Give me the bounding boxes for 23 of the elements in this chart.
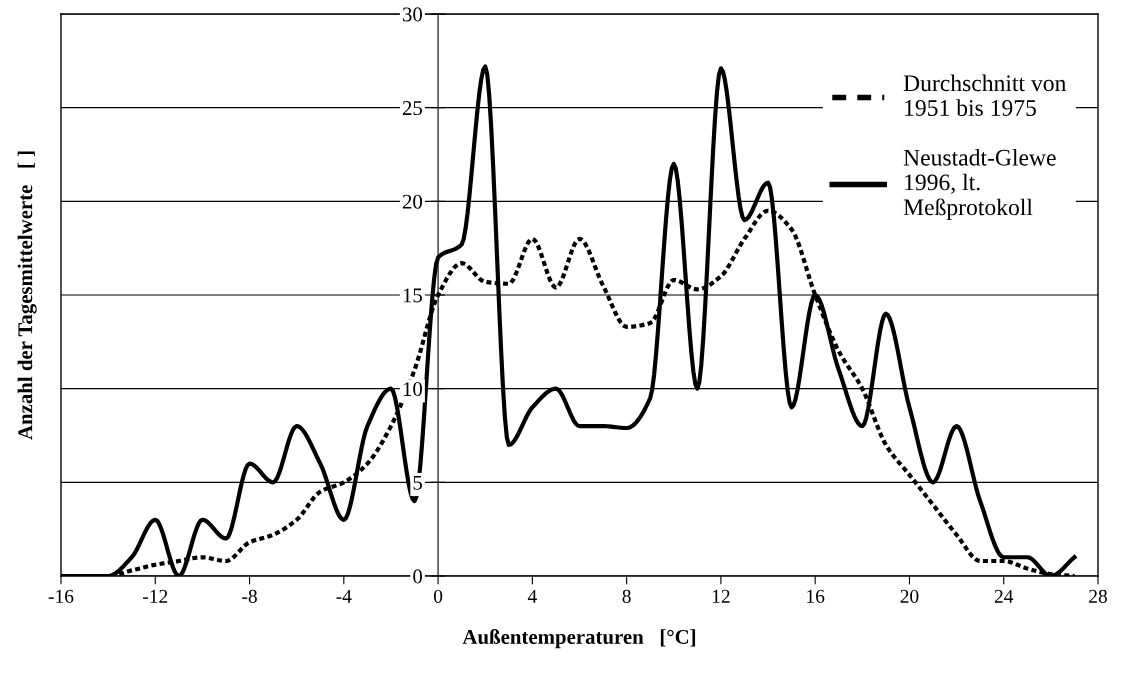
y-tick-label: 20	[402, 194, 423, 209]
legend-label: Durchschnitt von 1951 bis 1975	[903, 74, 1067, 116]
y-tick-label: 0	[413, 569, 423, 584]
y-tick-label: 30	[402, 7, 423, 22]
y-tick-label: 5	[413, 475, 422, 490]
y-tick-label: 15	[403, 288, 422, 303]
y-axis-title: Anzahl der Tagesmittelwerte [ ]	[17, 151, 37, 440]
x-tick-label: 24	[994, 589, 1014, 603]
x-axis-title: Außentemperaturen [°C]	[462, 629, 696, 649]
legend-label: Neustadt-Glewe 1996, lt. Meßprotokoll	[903, 149, 1056, 221]
x-tick-label: -8	[242, 589, 257, 603]
x-tick-label: 8	[622, 589, 631, 603]
x-tick-label: 4	[527, 589, 537, 603]
y-tick-label: 10	[403, 382, 423, 397]
x-tick-label: 28	[1089, 589, 1107, 603]
x-tick-label: 20	[900, 589, 919, 603]
x-tick-label: 0	[433, 589, 443, 603]
y-tick-label: 25	[402, 101, 422, 116]
x-tick-label: -16	[48, 589, 74, 603]
x-tick-label: -12	[143, 589, 168, 603]
x-tick-label: 16	[807, 589, 825, 603]
x-tick-label: 12	[712, 589, 730, 603]
x-tick-label: -4	[336, 589, 352, 603]
